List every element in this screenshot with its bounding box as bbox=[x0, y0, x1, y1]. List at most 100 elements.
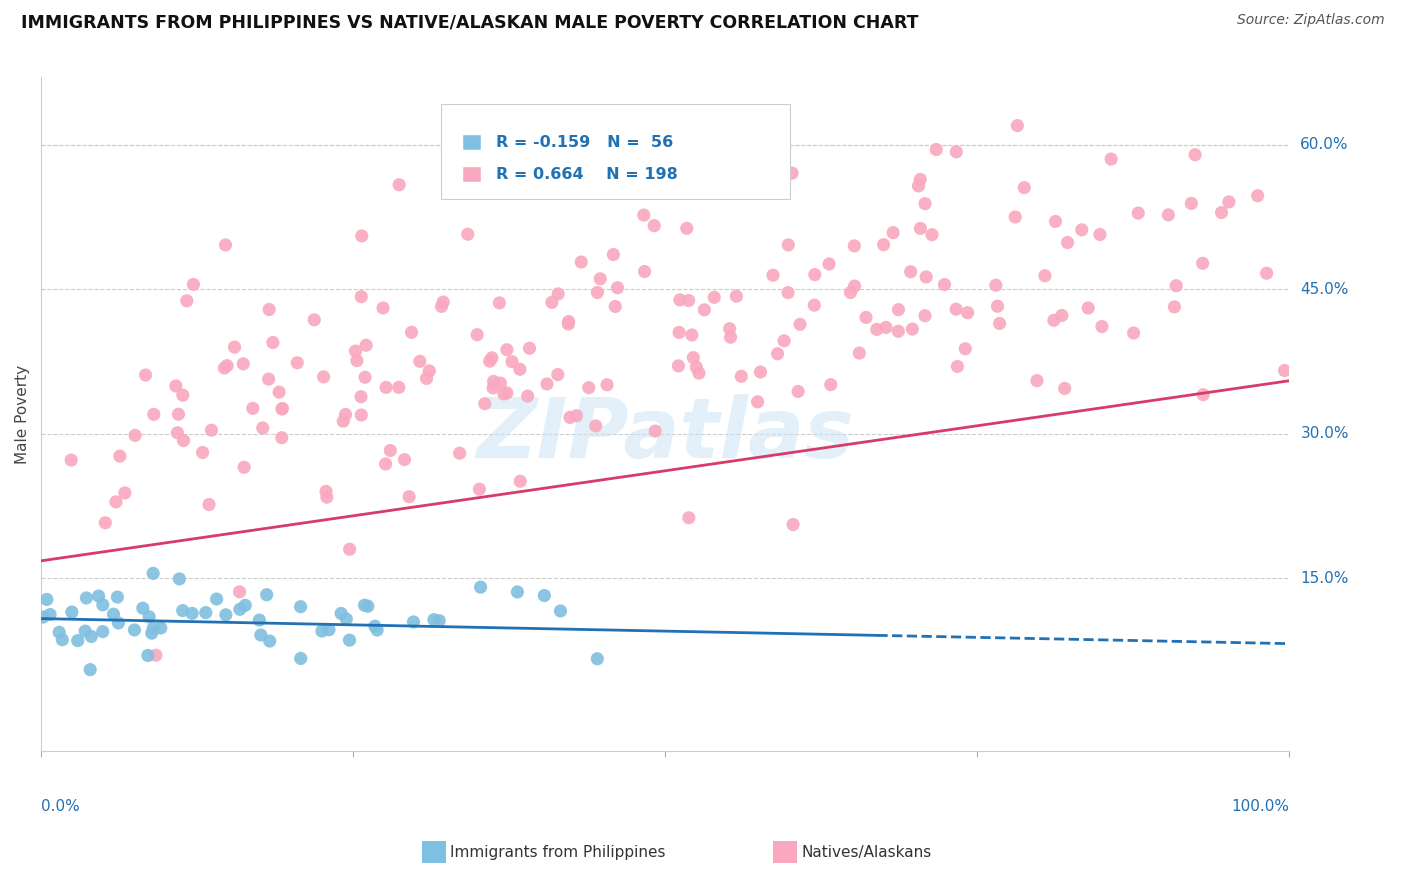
Point bbox=[818, 257, 841, 271]
Point bbox=[945, 302, 967, 317]
Point bbox=[488, 296, 510, 310]
Point bbox=[1045, 214, 1067, 228]
Point bbox=[167, 407, 190, 421]
Point bbox=[267, 385, 290, 400]
Point bbox=[1004, 210, 1026, 224]
Point bbox=[848, 346, 870, 360]
Point bbox=[986, 299, 1008, 313]
Point bbox=[257, 302, 280, 317]
Text: Immigrants from Philippines: Immigrants from Philippines bbox=[450, 846, 665, 860]
Point bbox=[375, 380, 398, 394]
FancyBboxPatch shape bbox=[463, 167, 481, 182]
Point bbox=[1211, 205, 1233, 219]
Point bbox=[586, 285, 609, 300]
Point bbox=[48, 625, 70, 640]
Point bbox=[668, 359, 690, 373]
Point bbox=[1070, 223, 1092, 237]
Point bbox=[820, 377, 842, 392]
Point bbox=[558, 410, 581, 425]
Point bbox=[315, 490, 337, 504]
Point bbox=[550, 604, 572, 618]
Point bbox=[844, 239, 866, 253]
Point bbox=[586, 652, 609, 666]
Point bbox=[366, 623, 388, 637]
Text: 60.0%: 60.0% bbox=[1301, 137, 1348, 153]
Point bbox=[228, 584, 250, 599]
Text: 15.0%: 15.0% bbox=[1301, 571, 1348, 586]
Point bbox=[229, 602, 252, 616]
Point bbox=[315, 484, 337, 499]
Point bbox=[242, 401, 264, 416]
Point bbox=[107, 615, 129, 630]
Point bbox=[339, 633, 361, 648]
Point bbox=[380, 443, 402, 458]
Point bbox=[398, 490, 420, 504]
Point bbox=[470, 580, 492, 594]
Point bbox=[449, 446, 471, 460]
Point bbox=[762, 268, 785, 283]
Point bbox=[720, 330, 742, 344]
Point bbox=[388, 380, 411, 394]
Point bbox=[35, 592, 58, 607]
Point bbox=[633, 264, 655, 278]
Point bbox=[79, 663, 101, 677]
Point bbox=[1180, 196, 1202, 211]
Point bbox=[270, 431, 292, 445]
Point bbox=[910, 172, 932, 186]
Point bbox=[247, 613, 270, 627]
Point bbox=[364, 619, 387, 633]
Point bbox=[354, 370, 377, 384]
Point bbox=[1088, 227, 1111, 242]
Point bbox=[262, 335, 284, 350]
Point bbox=[675, 221, 697, 235]
Point bbox=[482, 375, 505, 389]
Point bbox=[103, 607, 125, 622]
Point bbox=[191, 445, 214, 459]
FancyBboxPatch shape bbox=[440, 104, 790, 199]
Point bbox=[780, 166, 803, 180]
Point bbox=[681, 328, 703, 343]
Text: IMMIGRANTS FROM PHILIPPINES VS NATIVE/ALASKAN MALE POVERTY CORRELATION CHART: IMMIGRANTS FROM PHILIPPINES VS NATIVE/AL… bbox=[21, 13, 918, 31]
Point bbox=[1122, 326, 1144, 340]
Point bbox=[214, 361, 236, 376]
Point bbox=[318, 623, 340, 637]
Point bbox=[145, 648, 167, 663]
Point bbox=[606, 281, 628, 295]
Point bbox=[496, 343, 519, 357]
Point bbox=[468, 482, 491, 496]
Point bbox=[1218, 194, 1240, 209]
Text: 30.0%: 30.0% bbox=[1301, 426, 1348, 442]
Point bbox=[124, 428, 146, 442]
Point bbox=[1274, 363, 1296, 377]
Point bbox=[1056, 235, 1078, 250]
Point bbox=[1256, 266, 1278, 280]
Point bbox=[844, 279, 866, 293]
Point bbox=[330, 607, 353, 621]
Point bbox=[176, 293, 198, 308]
Point bbox=[142, 621, 165, 635]
Point bbox=[132, 601, 155, 615]
Point bbox=[945, 145, 967, 159]
Point bbox=[290, 599, 312, 614]
Point bbox=[509, 362, 531, 376]
Point bbox=[758, 169, 780, 183]
Point bbox=[108, 449, 131, 463]
Text: R = -0.159   N =  56: R = -0.159 N = 56 bbox=[496, 136, 673, 151]
Point bbox=[430, 300, 453, 314]
Point bbox=[217, 359, 239, 373]
Point bbox=[91, 598, 114, 612]
FancyBboxPatch shape bbox=[463, 136, 481, 150]
Point bbox=[776, 285, 799, 300]
Point bbox=[955, 342, 977, 356]
Point bbox=[605, 300, 627, 314]
Point bbox=[925, 143, 948, 157]
Point bbox=[718, 322, 741, 336]
Point bbox=[730, 369, 752, 384]
Point bbox=[839, 285, 862, 300]
Point bbox=[685, 360, 707, 375]
Point bbox=[910, 221, 932, 235]
Point bbox=[803, 298, 825, 312]
Point bbox=[181, 607, 204, 621]
Point bbox=[271, 401, 294, 416]
Point bbox=[472, 146, 495, 161]
